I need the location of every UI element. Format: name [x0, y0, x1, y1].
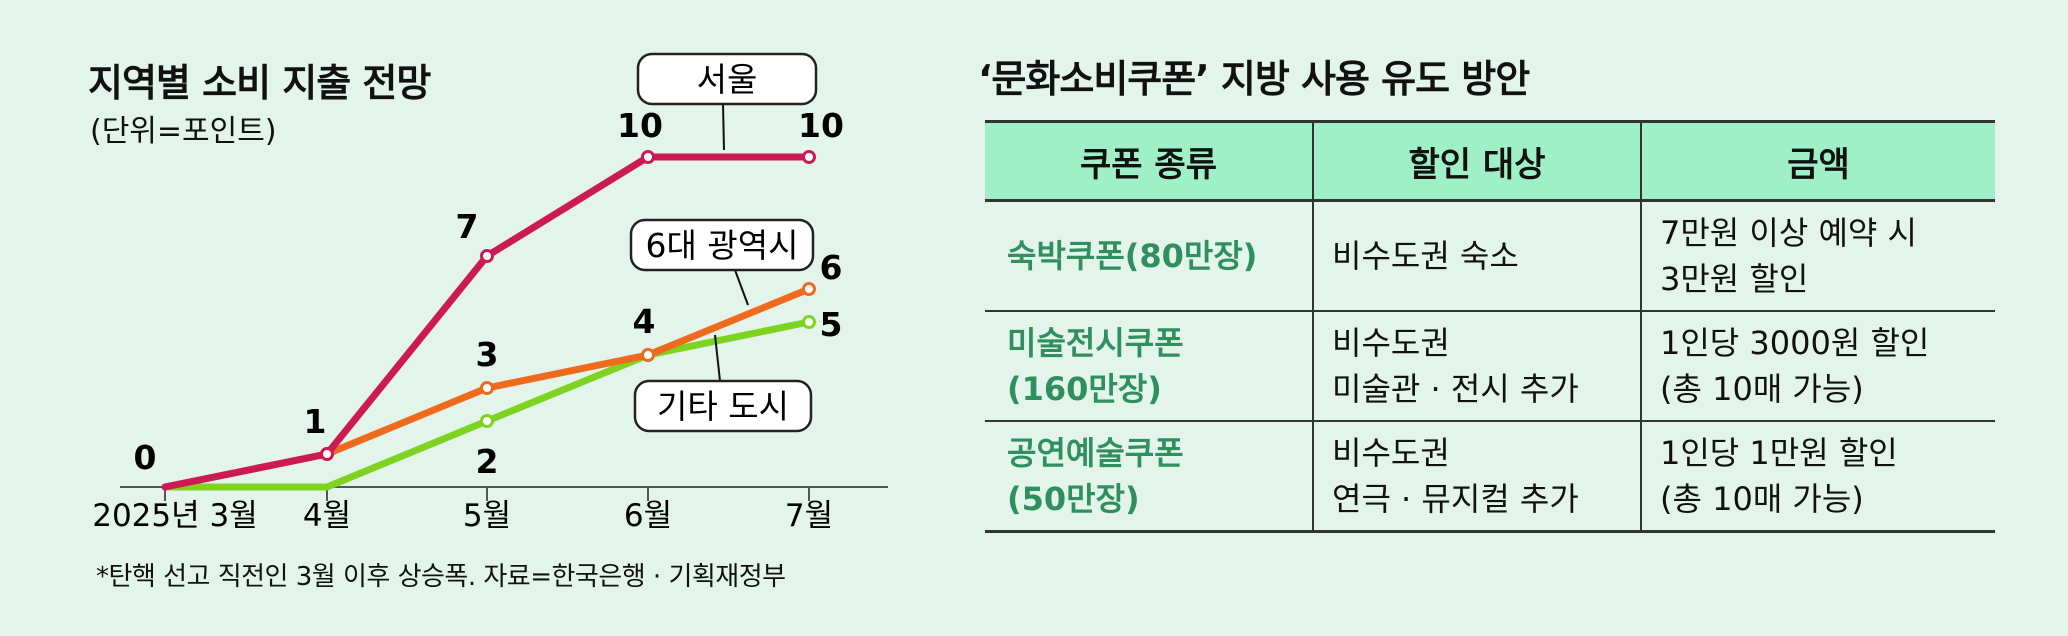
data-label: 4 — [633, 302, 656, 341]
table-row: 미술전시쿠폰 (160만장) 비수도권 미술관 · 전시 추가 1인당 3000… — [985, 311, 1995, 422]
data-point — [802, 315, 816, 329]
footnote: *탄핵 선고 직전인 3월 이후 상승폭. 자료=한국은행 · 기획재정부 — [96, 562, 786, 592]
data-point — [802, 282, 816, 296]
data-labels: 0 1 7 10 10 3 4 6 2 5 — [134, 106, 844, 481]
series-name-label: 서울 — [697, 60, 758, 99]
data-point — [641, 348, 655, 362]
data-point — [480, 249, 494, 263]
coupon-type-cell: 숙박쿠폰(80만장) — [985, 200, 1313, 312]
data-point — [480, 414, 494, 428]
coupon-table: 쿠폰 종류 할인 대상 금액 숙박쿠폰(80만장) 비수도권 숙소 7만원 이상… — [985, 120, 1995, 533]
x-tick-label: 2025년 3월 — [92, 498, 258, 534]
data-label: 0 — [134, 438, 157, 477]
data-label: 7 — [456, 207, 479, 246]
header-amount: 금액 — [1640, 120, 1995, 202]
data-label: 1 — [304, 402, 327, 441]
callout-leader — [734, 269, 749, 306]
data-point — [480, 381, 494, 395]
data-label: 5 — [820, 305, 843, 344]
discount-target-cell: 비수도권 연극 · 뮤지컬 추가 — [1312, 421, 1641, 533]
coupon-type-cell: 미술전시쿠폰 (160만장) — [985, 311, 1313, 422]
data-label: 3 — [476, 335, 499, 374]
header-discount-target: 할인 대상 — [1312, 120, 1641, 202]
series-line — [161, 153, 813, 491]
callout-leader — [722, 103, 725, 151]
discount-target-cell: 비수도권 미술관 · 전시 추가 — [1312, 311, 1641, 422]
amount-cell: 7만원 이상 예약 시 3만원 할인 — [1640, 200, 1995, 312]
amount-cell: 1인당 3000원 할인 (총 10매 가능) — [1640, 311, 1995, 422]
chart-title: 지역별 소비 지출 전망 — [88, 61, 431, 105]
table-title: ‘문화소비쿠폰’ 지방 사용 유도 방안 — [978, 57, 1530, 101]
table-row: 숙박쿠폰(80만장) 비수도권 숙소 7만원 이상 예약 시 3만원 할인 — [985, 200, 1995, 312]
header-coupon-type: 쿠폰 종류 — [985, 120, 1313, 202]
callout-leader — [714, 334, 721, 382]
data-point — [641, 150, 655, 164]
amount-cell: 1인당 1만원 할인 (총 10매 가능) — [1640, 421, 1995, 533]
x-tick-label: 6월 — [624, 498, 672, 534]
table-header-row: 쿠폰 종류 할인 대상 금액 — [985, 120, 1995, 202]
data-label: 6 — [820, 248, 843, 287]
x-tick-label: 4월 — [303, 498, 351, 534]
table-row: 공연예술쿠폰 (50만장) 비수도권 연극 · 뮤지컬 추가 1인당 1만원 할… — [985, 421, 1995, 533]
data-label: 2 — [476, 442, 499, 481]
x-axis-tick-labels: 2025년 3월 4월 5월 6월 7월 — [92, 498, 833, 534]
callout-box — [629, 218, 815, 272]
callout-box — [633, 379, 813, 433]
series-name-label: 기타 도시 — [657, 387, 789, 426]
data-label: 10 — [617, 106, 663, 145]
data-label: 10 — [798, 106, 844, 145]
callout-box — [636, 52, 818, 106]
series-name-label: 6대 광역시 — [646, 226, 799, 265]
x-tick-label: 5월 — [463, 498, 511, 534]
discount-target-cell: 비수도권 숙소 — [1312, 200, 1641, 312]
data-point — [320, 447, 334, 461]
chart-unit: (단위=포인트) — [90, 114, 277, 149]
coupon-type-cell: 공연예술쿠폰 (50만장) — [985, 421, 1313, 533]
data-point — [802, 150, 816, 164]
x-tick-label: 7월 — [785, 498, 833, 534]
series-lines — [161, 150, 816, 491]
x-axis-ticks — [164, 487, 810, 501]
